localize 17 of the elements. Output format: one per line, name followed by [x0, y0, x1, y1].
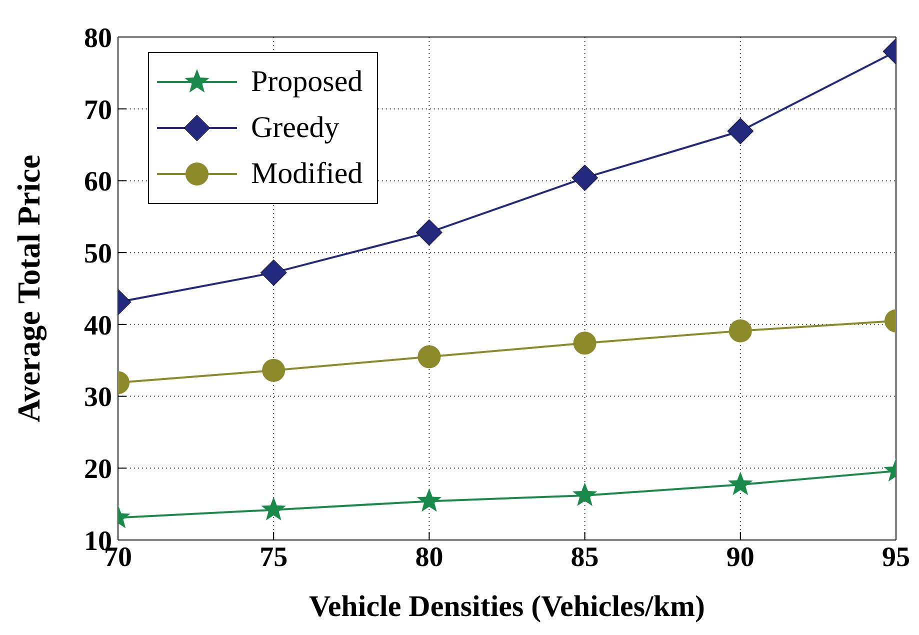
- y-tick-label: 20: [84, 454, 112, 486]
- x-tick-label: 90: [726, 542, 754, 573]
- y-tick-label: 70: [84, 94, 112, 126]
- x-axis-title: Vehicle Densities (Vehicles/km): [308, 590, 706, 623]
- legend-label: Proposed: [251, 65, 363, 99]
- y-tick-label: 50: [84, 238, 112, 270]
- y-tick-label: 30: [84, 382, 112, 414]
- y-tick-label: 80: [84, 22, 112, 54]
- legend-label: Modified: [251, 157, 363, 191]
- x-tick-label: 95: [882, 542, 910, 573]
- x-tick-label: 85: [570, 542, 599, 573]
- y-axis-title: Average Total Price: [10, 154, 48, 422]
- y-tick-label: 40: [84, 310, 112, 342]
- y-tick-label: 60: [84, 166, 112, 198]
- legend-label: Greedy: [251, 111, 340, 145]
- x-tick-label: 80: [415, 542, 444, 573]
- x-tick-label: 75: [260, 542, 288, 573]
